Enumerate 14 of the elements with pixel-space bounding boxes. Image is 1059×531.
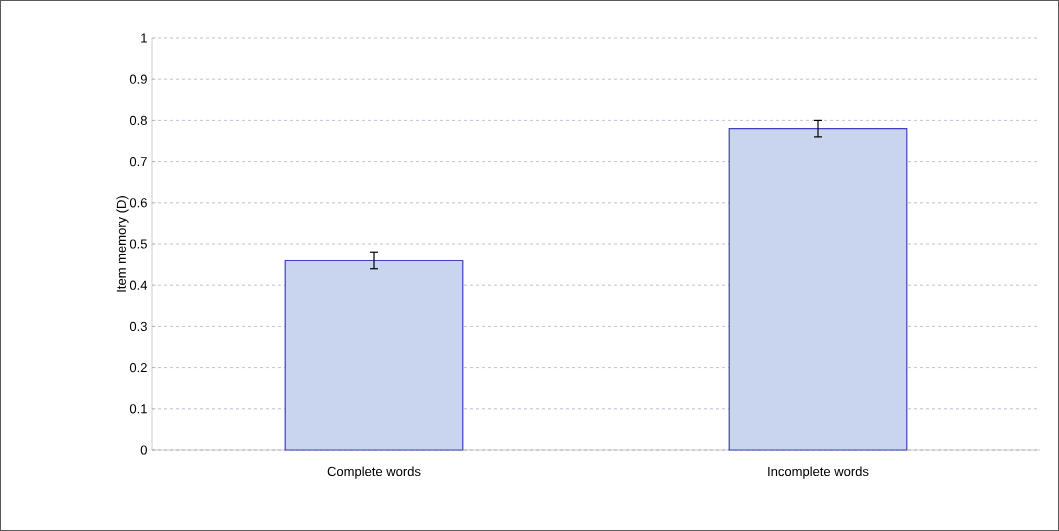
y-tick-label: 0.9 [129, 74, 147, 84]
y-tick-label: 0.5 [129, 239, 147, 249]
y-axis-title: Item memory (D) [116, 196, 129, 292]
x-tick-label: Incomplete words [768, 466, 869, 479]
y-tick-label: 0.7 [129, 157, 147, 167]
y-tick-label: 0.8 [129, 115, 147, 125]
y-tick-label: 0.2 [129, 363, 147, 373]
y-tick-label: 0.4 [129, 280, 148, 290]
y-tick-label: 0.6 [129, 198, 147, 208]
y-tick-label: 0 [140, 445, 147, 455]
y-tick-label: 1 [141, 33, 147, 43]
x-tick-label: Complete words [327, 466, 421, 479]
y-tick-label: 0.3 [129, 321, 147, 331]
y-tick-label: 0.1 [129, 404, 147, 414]
